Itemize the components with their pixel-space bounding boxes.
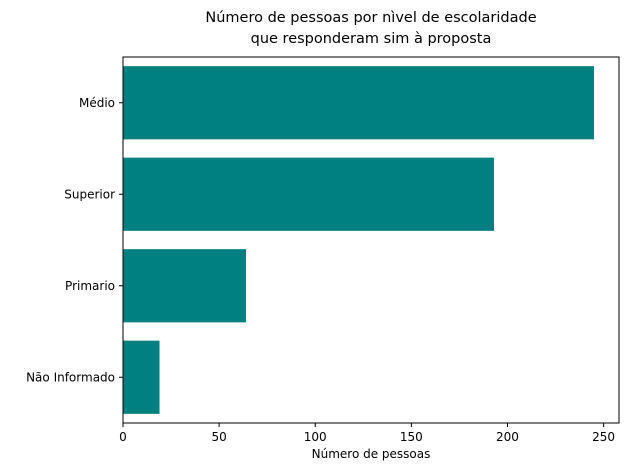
bar-0 bbox=[123, 66, 595, 140]
y-tick-label: Primario bbox=[65, 279, 115, 293]
x-axis-label: Número de pessoas bbox=[312, 447, 431, 461]
x-tick-label: 150 bbox=[400, 430, 423, 444]
bar-2 bbox=[123, 249, 247, 323]
chart-title-line-1: Número de pessoas por nìvel de escolarid… bbox=[205, 10, 536, 26]
y-tick-label: Superior bbox=[64, 187, 115, 201]
x-tick-label: 100 bbox=[304, 430, 327, 444]
y-tick-label: Não Informado bbox=[26, 370, 115, 384]
plot-frame bbox=[122, 56, 620, 424]
x-tick-label: 200 bbox=[496, 430, 519, 444]
y-axis-ticks: Médio Superior Primario Não Informado bbox=[26, 96, 123, 384]
x-tick-label: 50 bbox=[211, 430, 226, 444]
bars-group bbox=[123, 66, 595, 414]
x-tick-label: 0 bbox=[119, 430, 127, 444]
bar-1 bbox=[123, 157, 495, 231]
y-tick-label: Médio bbox=[79, 96, 115, 110]
chart-title-line-2: que responderam sim à proposta bbox=[251, 31, 492, 47]
x-tick-label: 250 bbox=[592, 430, 615, 444]
x-axis-ticks: 0 50 100 150 200 250 bbox=[119, 423, 615, 444]
bar-3 bbox=[123, 340, 160, 414]
